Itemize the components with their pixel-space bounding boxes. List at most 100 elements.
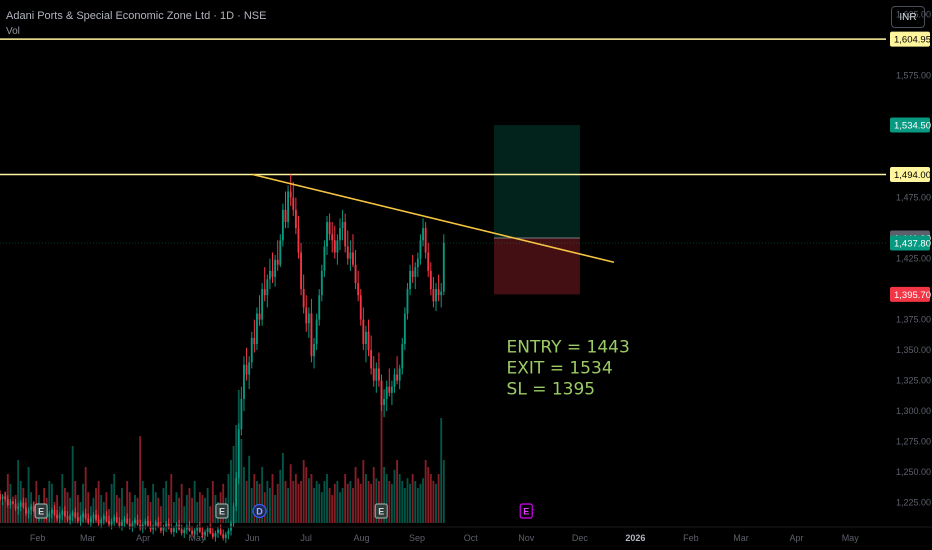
x-tick-label: Nov: [518, 533, 535, 543]
volume-bar: [157, 497, 160, 523]
volume-bar: [141, 481, 144, 523]
candle-body: [97, 519, 100, 524]
volume-bar: [87, 492, 90, 523]
earnings-marker-icon[interactable]: E: [519, 503, 533, 519]
price-tag: 1,534.50: [890, 117, 931, 133]
volume-bar: [4, 492, 7, 523]
candle-body: [87, 518, 90, 523]
candle-body: [162, 527, 165, 531]
candle-body: [253, 337, 256, 345]
candle-body: [217, 529, 219, 534]
candle-body: [211, 533, 214, 537]
y-tick-label: 1,475.00: [896, 193, 931, 203]
volume-bar: [82, 483, 84, 523]
candle-body: [100, 519, 103, 524]
volume-bar: [32, 502, 35, 523]
candle-body: [167, 523, 170, 529]
candle-body: [139, 524, 142, 529]
volume-bar: [0, 497, 1, 523]
candle-body: [385, 386, 388, 399]
price-tag-label: 1,437.80: [894, 239, 931, 250]
candle-body: [201, 531, 204, 536]
candle-body: [333, 240, 336, 253]
candle-body: [102, 516, 105, 520]
volume-bar: [349, 481, 352, 523]
volume-bar: [354, 467, 357, 523]
candle-body: [115, 517, 118, 523]
candle-body: [183, 529, 186, 534]
price-tag: 1,395.70: [890, 286, 931, 302]
candle-body: [237, 429, 240, 479]
volume-bar: [352, 488, 354, 523]
volume-bar: [310, 474, 313, 523]
volume-bar: [139, 436, 142, 523]
volume-bar: [424, 460, 427, 523]
candle-body: [58, 514, 61, 519]
dividend-marker-icon[interactable]: D: [252, 503, 267, 519]
volume-bar: [191, 497, 193, 523]
y-tick-label: 1,300.00: [896, 406, 931, 416]
volume-bar: [17, 460, 20, 523]
candle-body: [134, 519, 136, 524]
candle-body: [279, 240, 282, 265]
candle-body: [113, 517, 116, 521]
volume-bar: [245, 481, 248, 523]
candle-body: [206, 528, 209, 532]
candle-body: [365, 331, 367, 345]
candle-body: [346, 246, 349, 259]
candle-body: [383, 398, 386, 406]
volume-bar: [188, 488, 191, 523]
volume-bar: [429, 474, 432, 523]
volume-bar: [12, 506, 14, 523]
volume-bar: [204, 497, 206, 523]
candle-body: [256, 313, 258, 345]
position-loss-zone: [494, 238, 580, 295]
candle-body: [136, 519, 139, 525]
candle-body: [4, 496, 7, 499]
candle-body: [209, 528, 212, 534]
earnings-marker-icon[interactable]: E: [34, 503, 48, 519]
volume-bar: [357, 478, 360, 523]
candle-body: [429, 270, 432, 290]
symbol-title[interactable]: Adani Ports & Special Economic Zone Ltd …: [6, 10, 267, 22]
candle-body: [22, 502, 25, 508]
candle-body: [440, 291, 443, 296]
volume-bar: [370, 483, 373, 523]
currency-button[interactable]: INR: [891, 6, 925, 28]
volume-bar: [341, 488, 344, 523]
candle-body: [271, 270, 274, 277]
earnings-marker-icon[interactable]: E: [215, 503, 229, 519]
candle-body: [315, 319, 318, 345]
candle-body: [110, 520, 113, 525]
volume-bar: [318, 483, 321, 523]
candle-body: [370, 350, 373, 369]
annotation-line: ENTRY = 1443: [507, 338, 630, 358]
candle-body: [435, 289, 437, 302]
earnings-marker-icon[interactable]: E: [374, 503, 388, 519]
volume-bar: [406, 478, 409, 523]
volume-bar: [411, 474, 414, 523]
volume-bar: [206, 488, 209, 523]
volume-bar: [315, 481, 318, 523]
volume-bar: [27, 467, 30, 523]
volume-bar: [328, 488, 331, 523]
volume-bar: [432, 481, 435, 523]
candle-body: [53, 509, 56, 515]
volume-bar: [414, 481, 417, 523]
volume-bar: [292, 481, 295, 523]
candle-body: [331, 234, 334, 241]
candle-body: [313, 344, 315, 357]
x-tick-label: Jul: [300, 533, 312, 543]
candle-body: [50, 509, 53, 514]
volume-bar: [336, 481, 339, 523]
candle-body: [196, 527, 199, 531]
x-tick-label: Feb: [30, 533, 46, 543]
volume-bar: [115, 495, 118, 523]
volume-bar: [437, 474, 440, 523]
candle-body: [17, 506, 20, 509]
candle-body: [318, 295, 321, 320]
candle-body: [284, 209, 287, 223]
volume-bar: [198, 492, 201, 523]
candle-body: [294, 209, 297, 229]
